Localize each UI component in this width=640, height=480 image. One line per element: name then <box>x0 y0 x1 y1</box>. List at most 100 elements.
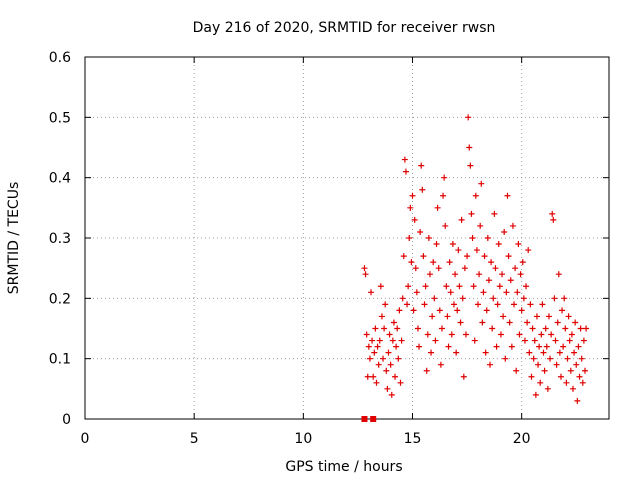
data-point <box>431 295 438 302</box>
data-point <box>433 241 440 248</box>
data-point <box>527 301 534 308</box>
data-point <box>371 349 378 356</box>
data-point <box>437 361 444 368</box>
data-point <box>483 307 490 314</box>
data-point <box>473 247 480 254</box>
data-point <box>468 210 475 217</box>
data-point <box>392 373 399 380</box>
data-point <box>429 313 436 320</box>
data-point <box>496 283 503 290</box>
y-tick-label: 0.3 <box>49 231 71 247</box>
data-point <box>417 228 424 235</box>
data-point <box>553 361 560 368</box>
data-point <box>402 168 409 175</box>
data-point <box>426 271 433 278</box>
data-point <box>535 361 542 368</box>
data-point <box>571 349 578 356</box>
data-point <box>438 325 445 332</box>
data-point <box>490 295 497 302</box>
data-point <box>361 265 368 272</box>
data-point <box>543 343 550 350</box>
data-point <box>569 385 576 392</box>
data-point <box>550 216 557 223</box>
data-point <box>481 253 488 260</box>
data-point <box>552 337 559 344</box>
data-point <box>548 331 555 338</box>
zero-point <box>370 416 377 422</box>
data-point <box>393 343 400 350</box>
data-point <box>563 379 570 386</box>
data-point <box>410 307 417 314</box>
data-point <box>411 216 418 223</box>
data-point <box>504 192 511 199</box>
data-point <box>441 174 448 181</box>
data-point <box>369 337 376 344</box>
data-point <box>453 349 460 356</box>
data-point <box>443 283 450 290</box>
data-point <box>382 301 389 308</box>
data-point <box>362 271 369 278</box>
plot-frame <box>84 56 610 420</box>
data-point <box>573 361 580 368</box>
data-point <box>404 301 411 308</box>
data-point <box>396 307 403 314</box>
data-point <box>531 337 538 344</box>
data-point <box>525 247 532 254</box>
data-point <box>378 313 385 320</box>
data-point <box>488 259 495 266</box>
data-point <box>551 295 558 302</box>
data-point <box>542 325 549 332</box>
data-point <box>395 355 402 362</box>
data-point <box>406 235 413 241</box>
data-point <box>541 367 548 374</box>
data-point <box>506 319 513 326</box>
data-point <box>560 343 567 350</box>
data-point <box>484 235 491 241</box>
data-point <box>380 355 387 362</box>
data-point <box>472 192 479 199</box>
x-tick-label: 5 <box>190 431 199 447</box>
data-point <box>497 331 504 338</box>
data-point <box>459 295 466 302</box>
data-point <box>444 313 451 320</box>
gridlines <box>85 57 609 419</box>
data-point <box>394 325 401 332</box>
data-point <box>559 307 566 314</box>
data-point <box>492 265 499 272</box>
data-point <box>562 325 569 332</box>
data-point <box>576 373 583 380</box>
data-point <box>538 331 545 338</box>
data-point <box>365 343 372 350</box>
data-point <box>491 210 498 217</box>
data-point <box>373 379 380 386</box>
data-point <box>384 385 391 392</box>
data-point <box>366 355 373 362</box>
y-tick-label: 0 <box>62 412 71 428</box>
data-point <box>567 367 574 374</box>
data-point <box>374 343 381 350</box>
data-point <box>485 277 492 284</box>
data-point <box>475 301 481 308</box>
data-point <box>478 180 485 187</box>
data-point <box>466 144 473 151</box>
data-point <box>564 355 571 362</box>
data-point <box>442 222 449 229</box>
data-point <box>446 259 453 266</box>
data-point <box>512 265 519 272</box>
x-tick-label: 15 <box>404 431 422 447</box>
data-point <box>499 271 506 278</box>
data-point <box>545 313 552 320</box>
data-point <box>532 391 539 398</box>
data-point <box>555 271 562 278</box>
x-tick-label: 10 <box>294 431 312 447</box>
data-point <box>529 325 536 332</box>
data-points <box>361 114 590 422</box>
data-point <box>561 295 568 302</box>
data-point <box>536 343 543 350</box>
x-tick-label: 20 <box>513 431 531 447</box>
data-point <box>364 373 371 380</box>
data-point <box>398 337 405 344</box>
data-point <box>487 361 494 368</box>
data-point <box>520 295 527 302</box>
data-point <box>477 222 484 229</box>
